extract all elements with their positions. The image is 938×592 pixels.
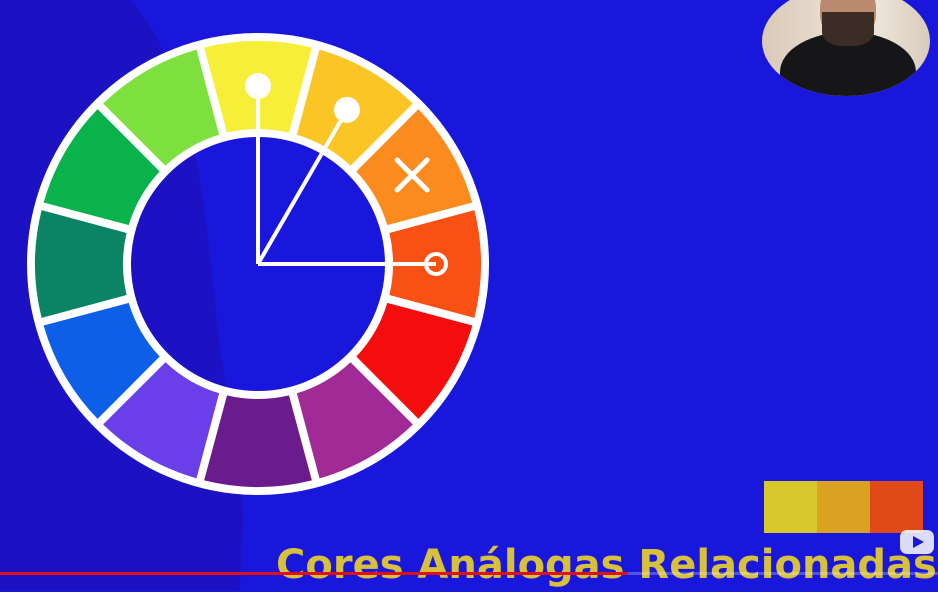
- video-progress-fill: [0, 572, 629, 575]
- palette-swatch: [764, 481, 817, 533]
- wheel-segment-blue-violet: [103, 362, 220, 479]
- video-progress-bar[interactable]: [0, 572, 938, 575]
- wheel-segment-yellow-green: [103, 49, 220, 166]
- wheel-segment-blue: [43, 302, 160, 419]
- wheel-segment-violet: [204, 395, 312, 487]
- slide-title: Cores Análogas Relacionadas: [276, 542, 937, 588]
- wheel-segment-orange: [356, 109, 473, 226]
- x-icon-stroke: [394, 157, 430, 193]
- presenter-beard: [822, 12, 874, 46]
- wheel-segment-green: [43, 109, 160, 226]
- palette-swatch: [870, 481, 923, 533]
- pointer-line: [256, 108, 349, 266]
- webcam-avatar: [762, 0, 930, 96]
- pointer-marker: [334, 96, 360, 123]
- wheel-segment-red: [356, 302, 473, 419]
- wheel-segment-blue-green: [34, 210, 127, 318]
- wheel-pointers: [245, 73, 448, 276]
- wheel-segment-red-violet: [296, 362, 413, 479]
- palette-swatch: [817, 481, 870, 533]
- play-logo-icon[interactable]: [898, 526, 936, 558]
- x-icon: [394, 157, 430, 193]
- pointer-marker: [424, 252, 448, 276]
- pointer-marker: [245, 73, 271, 99]
- palette-swatches: [764, 481, 923, 533]
